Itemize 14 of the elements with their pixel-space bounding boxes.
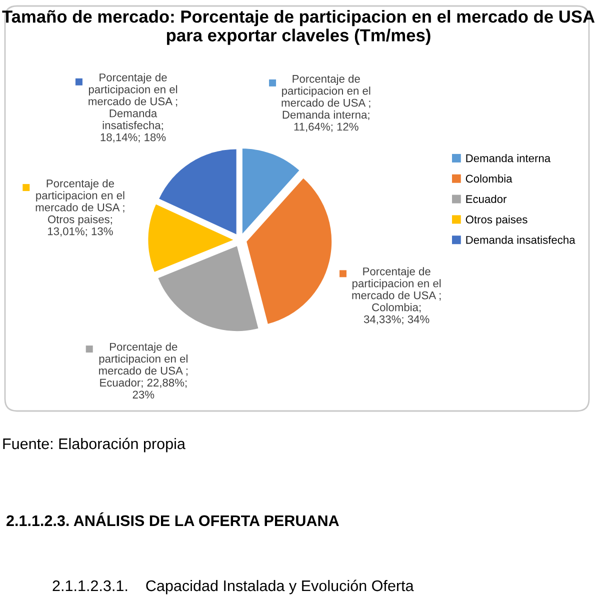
data-label: Porcentaje de participacion en el mercado de USA ; Colombia; 34,33%; 34% (352, 267, 441, 325)
legend-label: Demanda insatisfecha (466, 236, 576, 244)
source-note: Fuente: Elaboración propia (3, 438, 186, 452)
legend-label: Colombia (466, 174, 512, 183)
legend-label: Ecuador (466, 194, 507, 204)
text: 2.1.1.2.3.1. Capacidad Instalada y Evolución Oferta (52, 580, 414, 594)
legend-label: Otros paises (466, 215, 528, 226)
chart-title: Tamaño de mercado: Porcentaje de participacion en el mercado de USA para exportar claveles (Tm/mes) (2, 10, 595, 45)
data-label: Porcentaje de participacion en el mercado de USA ; Demanda insatisfecha; 18,14%; 18% (88, 73, 178, 142)
data-label: Porcentaje de participacion en el mercado de USA ; Demanda interna; 11,64%; 12% (282, 74, 370, 132)
data-label: Porcentaje de participacion en el mercado de USA ; Otros paises; 13,01%; 13% (36, 179, 124, 237)
data-label: Porcentaje de participacion en el mercado de USA ; Ecuador; 22,88%; 23% (99, 342, 188, 399)
text: 2.1.1.2.3. ANÁLISIS DE LA OFERTA PERUANA (6, 512, 339, 526)
legend-label: Demanda interna (466, 154, 551, 162)
